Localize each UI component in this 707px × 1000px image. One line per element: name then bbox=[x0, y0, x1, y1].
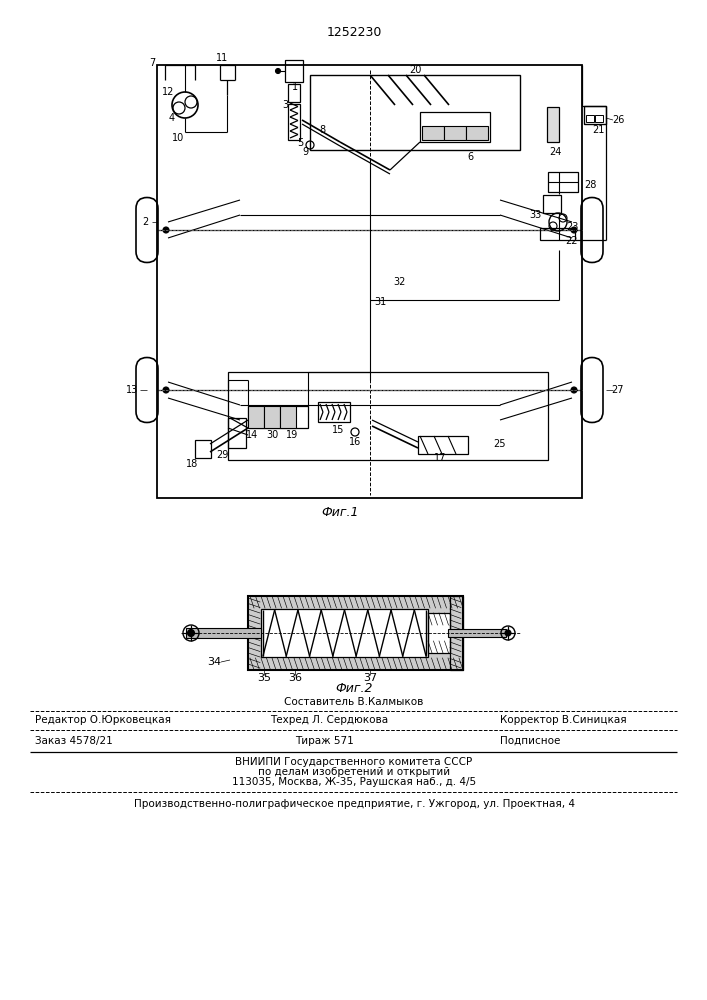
Text: 6: 6 bbox=[467, 152, 473, 162]
Bar bbox=[280, 406, 296, 428]
Bar bbox=[418, 436, 468, 454]
Bar bbox=[448, 629, 506, 637]
Bar bbox=[548, 172, 578, 192]
Text: 11: 11 bbox=[216, 53, 228, 63]
Text: 31: 31 bbox=[374, 297, 386, 307]
Bar bbox=[248, 596, 463, 670]
Text: Подписное: Подписное bbox=[500, 736, 561, 746]
Text: 36: 36 bbox=[288, 673, 302, 683]
Bar bbox=[285, 60, 303, 82]
Bar bbox=[420, 112, 490, 142]
Circle shape bbox=[276, 68, 281, 74]
Bar bbox=[288, 104, 300, 140]
Bar bbox=[248, 406, 264, 428]
Text: 33: 33 bbox=[529, 210, 541, 220]
Text: 26: 26 bbox=[612, 115, 624, 125]
Circle shape bbox=[163, 227, 169, 233]
Bar bbox=[466, 126, 488, 140]
Text: 13: 13 bbox=[126, 385, 138, 395]
Text: Техред Л. Сердюкова: Техред Л. Сердюкова bbox=[270, 715, 388, 725]
Bar bbox=[310, 75, 520, 150]
Circle shape bbox=[505, 630, 511, 636]
Text: 29: 29 bbox=[216, 450, 228, 460]
Bar bbox=[444, 126, 466, 140]
Text: 34: 34 bbox=[207, 657, 221, 667]
Bar bbox=[586, 115, 594, 122]
Bar bbox=[228, 372, 548, 460]
Text: 35: 35 bbox=[257, 673, 271, 683]
Text: Заказ 4578/21: Заказ 4578/21 bbox=[35, 736, 112, 746]
Text: 113035, Москва, Ж-35, Раушская наб., д. 4/5: 113035, Москва, Ж-35, Раушская наб., д. … bbox=[232, 777, 476, 787]
Text: Производственно-полиграфическое предприятие, г. Ужгород, ул. Проектная, 4: Производственно-полиграфическое предприя… bbox=[134, 799, 575, 809]
Text: 4: 4 bbox=[169, 113, 175, 123]
Bar bbox=[422, 126, 444, 140]
Text: 16: 16 bbox=[349, 437, 361, 447]
Bar bbox=[248, 406, 308, 428]
Text: 37: 37 bbox=[363, 673, 377, 683]
Text: 32: 32 bbox=[394, 277, 407, 287]
Text: 7: 7 bbox=[149, 58, 155, 68]
Text: 1252230: 1252230 bbox=[327, 25, 382, 38]
Text: 18: 18 bbox=[186, 459, 198, 469]
Bar bbox=[595, 115, 603, 122]
Text: 3: 3 bbox=[282, 100, 288, 110]
Text: Фиг.1: Фиг.1 bbox=[321, 506, 358, 518]
Text: 8: 8 bbox=[319, 125, 325, 135]
Text: 27: 27 bbox=[612, 385, 624, 395]
Bar bbox=[157, 65, 582, 498]
Bar bbox=[428, 613, 450, 653]
Text: ВНИИПИ Государственного комитета СССР: ВНИИПИ Государственного комитета СССР bbox=[235, 757, 472, 767]
Circle shape bbox=[571, 387, 577, 393]
Bar bbox=[248, 596, 463, 670]
Text: 12: 12 bbox=[162, 87, 174, 97]
Text: 22: 22 bbox=[566, 236, 578, 246]
Text: Тираж 571: Тираж 571 bbox=[295, 736, 354, 746]
Bar bbox=[584, 106, 606, 124]
Bar bbox=[261, 609, 428, 657]
Text: Фиг.2: Фиг.2 bbox=[335, 682, 373, 694]
Text: 5: 5 bbox=[297, 138, 303, 148]
Text: 30: 30 bbox=[266, 430, 278, 440]
Text: 9: 9 bbox=[302, 147, 308, 157]
Bar bbox=[288, 84, 300, 102]
Circle shape bbox=[163, 387, 169, 393]
Text: 1: 1 bbox=[292, 82, 298, 92]
Text: 19: 19 bbox=[286, 430, 298, 440]
Bar bbox=[264, 406, 280, 428]
Bar bbox=[450, 596, 463, 670]
Text: 14: 14 bbox=[246, 430, 258, 440]
Circle shape bbox=[187, 630, 194, 637]
Bar bbox=[195, 440, 211, 458]
Text: 15: 15 bbox=[332, 425, 344, 435]
Bar bbox=[547, 107, 559, 142]
Text: 21: 21 bbox=[592, 125, 604, 135]
Text: 25: 25 bbox=[493, 439, 506, 449]
Text: 28: 28 bbox=[584, 180, 596, 190]
Bar bbox=[543, 195, 561, 213]
Bar bbox=[228, 418, 246, 448]
Text: 17: 17 bbox=[434, 453, 446, 463]
Text: 10: 10 bbox=[172, 133, 184, 143]
Text: по делам изобретений и открытий: по делам изобретений и открытий bbox=[258, 767, 450, 777]
Bar bbox=[186, 628, 261, 638]
Bar bbox=[540, 228, 575, 240]
Text: Редактор О.Юрковецкая: Редактор О.Юрковецкая bbox=[35, 715, 171, 725]
Text: 20: 20 bbox=[409, 65, 421, 75]
Text: 23: 23 bbox=[566, 222, 578, 232]
Bar bbox=[261, 609, 428, 657]
Bar bbox=[428, 613, 450, 653]
Text: Составитель В.Калмыков: Составитель В.Калмыков bbox=[284, 697, 423, 707]
Text: 24: 24 bbox=[549, 147, 561, 157]
Circle shape bbox=[571, 227, 577, 233]
Bar bbox=[318, 402, 350, 422]
Text: Корректор В.Синицкая: Корректор В.Синицкая bbox=[500, 715, 626, 725]
Text: 2: 2 bbox=[142, 217, 148, 227]
